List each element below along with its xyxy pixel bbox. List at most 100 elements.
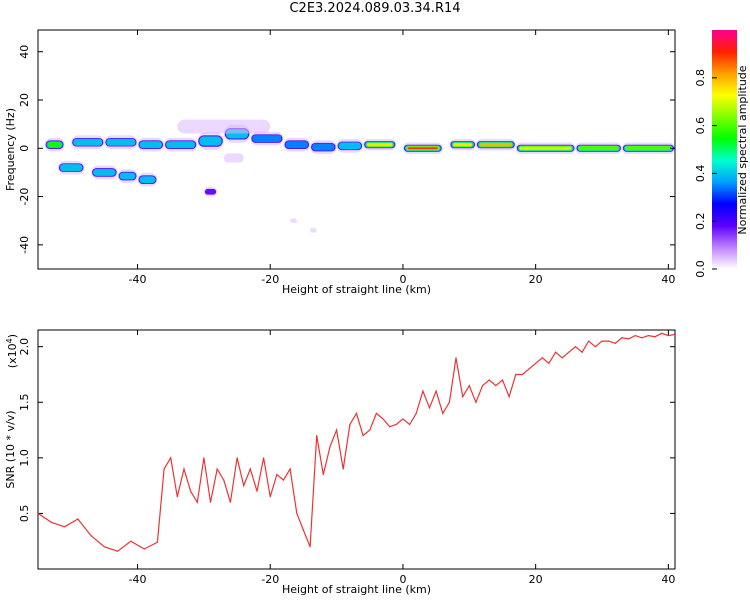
snr-ytick-label: 2.0 (18, 338, 31, 356)
heatmap-cell (93, 168, 116, 176)
snr-point (528, 368, 530, 370)
heatmap-cell (519, 146, 572, 150)
colorbar-tick-label: 0.8 (694, 69, 707, 87)
spectrogram-ytick-label: 0 (18, 145, 31, 152)
snr-point (302, 529, 305, 531)
heatmap-cell (367, 143, 393, 147)
snr-point (369, 429, 371, 431)
snr-point (568, 351, 570, 353)
spectrogram-xtick-label: 20 (529, 273, 543, 286)
snr-point (661, 332, 663, 334)
heatmap-cell (139, 141, 163, 149)
heatmap-cell (312, 143, 335, 151)
snr-point (117, 550, 119, 552)
snr-point (203, 457, 205, 459)
snr-point (674, 333, 675, 336)
snr-ytick-label: 1.0 (18, 449, 31, 467)
snr-point (103, 546, 105, 548)
heatmap-cell (624, 146, 672, 151)
snr-point (183, 468, 185, 470)
snr-point (641, 337, 643, 339)
heatmap-cell (453, 143, 472, 147)
snr-point (488, 379, 490, 381)
spectrogram-xtick-label: 0 (399, 273, 406, 286)
colorbar-fill (712, 30, 737, 269)
heatmap-cell (119, 172, 136, 180)
spectrogram-ytick-label: -40 (18, 236, 31, 254)
heatmap-cell (285, 141, 309, 149)
spectrogram-xlabel: Height of straight line (km) (282, 283, 431, 296)
snr-point (63, 526, 66, 528)
heatmap-cell (177, 119, 271, 134)
snr-point (468, 384, 470, 387)
snr-xtick-label: 0 (399, 573, 406, 586)
snr-point (143, 548, 145, 550)
spectrogram-frame (37, 29, 676, 270)
heatmap-cell (204, 188, 217, 195)
snr-point (170, 457, 172, 459)
spectrogram-xtick-label: -20 (261, 273, 279, 286)
snr-point (442, 412, 444, 414)
heatmap-cell (252, 135, 282, 143)
heatmap-cell (223, 153, 244, 163)
snr-point (402, 418, 404, 420)
snr-point (77, 518, 79, 520)
heatmap-cell (407, 147, 438, 150)
snr-point (196, 501, 198, 503)
snr-point (249, 468, 251, 470)
snr-xtick-label: 20 (529, 573, 543, 586)
snr-point (462, 396, 464, 398)
heatmap-cell (59, 164, 83, 172)
snr-point (475, 401, 477, 403)
snr-point (455, 357, 457, 359)
snr-point (515, 373, 517, 376)
snr-xtick-label: -40 (129, 573, 147, 586)
snr-frame (37, 329, 676, 570)
snr-point (243, 485, 245, 487)
snr-point (190, 490, 192, 492)
snr-point (389, 426, 391, 428)
snr-point (634, 334, 636, 337)
chart-title: C2E3.2024.089.03.34.R14 (289, 1, 461, 16)
spectrogram-xtick-label: -40 (129, 273, 147, 286)
snr-point (209, 501, 212, 503)
snr-point (329, 446, 331, 448)
heatmap-cell (106, 138, 136, 146)
snr-point (554, 351, 557, 353)
snr-point (216, 468, 218, 470)
snr-point (647, 334, 650, 337)
snr-point (535, 362, 537, 364)
snr-point (176, 496, 178, 498)
snr-point (362, 435, 364, 437)
snr-point (316, 435, 318, 437)
snr-point (156, 541, 159, 543)
snr-point (408, 423, 411, 426)
snr-point (276, 473, 278, 476)
snr-point (621, 337, 623, 339)
colorbar: 0.0 0.2 0.4 0.6 0.8 Normalized spectral ampli… (694, 30, 749, 278)
snr-point (163, 468, 165, 470)
snr-panel: -40 -20 0 20 40 0.5 1.0 1.5 2.0 Height of straigh… (4, 329, 676, 596)
snr-point (422, 390, 424, 392)
snr-point (282, 479, 285, 481)
colorbar-tick-label: 0.4 (694, 165, 707, 183)
snr-point (355, 412, 358, 414)
snr-ylabel: SNR (10 * v/v) (4, 410, 17, 488)
snr-point (594, 346, 596, 348)
snr-point (375, 412, 378, 414)
snr-point (229, 501, 232, 503)
snr-point (382, 418, 384, 420)
snr-point (667, 334, 669, 337)
snr-point (289, 468, 291, 470)
snr-point (335, 429, 338, 431)
snr-point (322, 473, 324, 476)
snr-point (309, 546, 311, 548)
snr-point (627, 338, 630, 340)
colorbar-label: Normalized spectral amplitude (736, 65, 749, 234)
snr-point (481, 384, 484, 387)
snr-xlabel: Height of straight line (km) (282, 583, 431, 596)
snr-xtick-label: -20 (261, 573, 279, 586)
snr-point (448, 401, 450, 403)
snr-point (130, 540, 132, 542)
